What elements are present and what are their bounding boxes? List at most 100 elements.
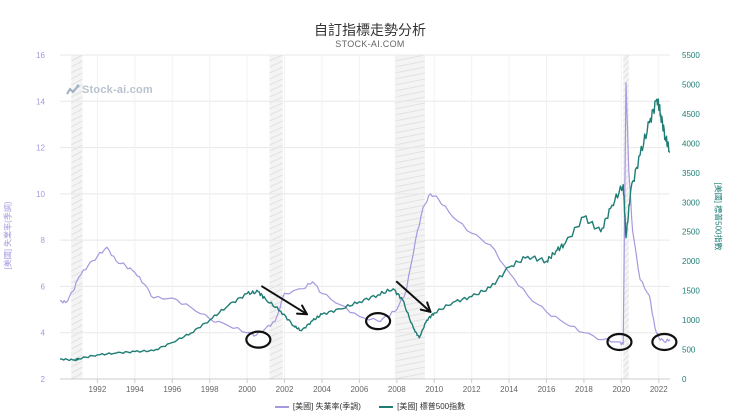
recession-band-hatch bbox=[394, 114, 425, 122]
recession-band-hatch bbox=[269, 342, 283, 350]
recession-band-hatch bbox=[269, 324, 283, 332]
recession-band-hatch bbox=[269, 54, 283, 62]
recession-band-hatch bbox=[269, 180, 283, 188]
recession-band-hatch bbox=[394, 120, 425, 128]
x-tick-label: 2012 bbox=[463, 385, 481, 394]
recession-band-hatch bbox=[70, 240, 83, 248]
recession-band-hatch bbox=[70, 168, 83, 176]
recession-band-hatch bbox=[394, 240, 425, 248]
x-tick-label: 2022 bbox=[650, 385, 668, 394]
recession-band-hatch bbox=[394, 168, 425, 176]
recession-band-hatch bbox=[70, 138, 83, 146]
recession-band-hatch bbox=[70, 306, 83, 314]
x-tick-label: 2004 bbox=[313, 385, 331, 394]
right-tick-label: 4000 bbox=[682, 139, 700, 148]
recession-band-hatch bbox=[70, 96, 83, 104]
right-tick-label: 5000 bbox=[682, 80, 700, 89]
recession-band-hatch bbox=[269, 216, 283, 224]
series-line-unemployment bbox=[59, 82, 671, 346]
recession-band-hatch bbox=[394, 180, 425, 188]
recession-band-hatch bbox=[269, 210, 283, 218]
recession-band-hatch bbox=[70, 66, 83, 74]
recession-band-hatch bbox=[622, 72, 630, 80]
recession-band-hatch bbox=[70, 276, 83, 284]
left-tick-label: 4 bbox=[41, 329, 46, 338]
recession-band-hatch bbox=[269, 366, 283, 374]
right-tick-label: 2500 bbox=[682, 228, 700, 237]
series-lines bbox=[59, 82, 671, 362]
recession-band-hatch bbox=[622, 342, 630, 350]
recession-band-hatch bbox=[269, 360, 283, 368]
recession-band-hatch bbox=[622, 354, 630, 362]
x-tick-label: 1998 bbox=[201, 385, 219, 394]
recession-band-hatch bbox=[622, 174, 630, 182]
recession-band-hatch bbox=[269, 96, 283, 104]
recession-band-hatch bbox=[269, 108, 283, 116]
recession-band-hatch bbox=[394, 60, 425, 68]
recession-band-hatch bbox=[269, 66, 283, 74]
recession-band-hatch bbox=[394, 342, 425, 350]
watermark-text: Stock-ai.com bbox=[82, 84, 153, 96]
recession-band-hatch bbox=[269, 330, 283, 338]
recession-band-hatch bbox=[394, 90, 425, 98]
left-tick-label: 6 bbox=[41, 282, 46, 291]
left-tick-label: 2 bbox=[41, 375, 46, 384]
x-tick-label: 2020 bbox=[612, 385, 630, 394]
recession-band-hatch bbox=[622, 366, 630, 374]
recession-band-hatch bbox=[394, 354, 425, 362]
recession-band-hatch bbox=[394, 78, 425, 86]
annotation-arrow bbox=[395, 280, 432, 313]
recession-band-hatch bbox=[394, 66, 425, 74]
recession-bands bbox=[70, 54, 630, 380]
chart-logo-icon bbox=[66, 84, 80, 96]
recession-band bbox=[71, 55, 83, 379]
recession-band bbox=[623, 55, 629, 379]
series-line-sp500 bbox=[59, 98, 671, 362]
recession-band-hatch bbox=[269, 102, 283, 110]
recession-band-hatch bbox=[269, 90, 283, 98]
recession-band-hatch bbox=[70, 204, 83, 212]
x-tick-label: 2008 bbox=[388, 385, 406, 394]
x-tick-label: 2014 bbox=[500, 385, 518, 394]
recession-band-hatch bbox=[70, 318, 83, 326]
left-axis-label: [美國] 失業率(季調) bbox=[3, 201, 13, 270]
recession-band-hatch bbox=[394, 204, 425, 212]
recession-band-hatch bbox=[394, 198, 425, 206]
legend-item-unemployment[interactable]: [美國] 失業率(季調) bbox=[274, 401, 361, 412]
recession-band-hatch bbox=[394, 150, 425, 158]
recession-band-hatch bbox=[70, 102, 83, 110]
recession-band-hatch bbox=[269, 276, 283, 284]
recession-band-hatch bbox=[269, 246, 283, 254]
recession-band-hatch bbox=[70, 360, 83, 368]
recession-band-hatch bbox=[394, 228, 425, 236]
x-tick-label: 2002 bbox=[276, 385, 294, 394]
recession-band-hatch bbox=[622, 318, 630, 326]
recession-band-hatch bbox=[394, 294, 425, 302]
right-tick-label: 2000 bbox=[682, 257, 700, 266]
recession-band-hatch bbox=[622, 78, 630, 86]
recession-band-hatch bbox=[70, 288, 83, 296]
recession-band-hatch bbox=[70, 336, 83, 344]
watermark-logo: Stock-ai.com bbox=[66, 84, 153, 96]
recession-band-hatch bbox=[394, 72, 425, 80]
recession-band-hatch bbox=[70, 210, 83, 218]
recession-band-hatch bbox=[269, 198, 283, 206]
recession-band-hatch bbox=[70, 180, 83, 188]
recession-band-hatch bbox=[622, 324, 630, 332]
recession-band-hatch bbox=[269, 120, 283, 128]
recession-band-hatch bbox=[70, 324, 83, 332]
recession-band-hatch bbox=[70, 60, 83, 68]
x-tick-label: 2016 bbox=[538, 385, 556, 394]
recession-band-hatch bbox=[269, 72, 283, 80]
legend-label-unemployment: [美國] 失業率(季調) bbox=[292, 402, 361, 411]
chart-legend: [美國] 失業率(季調) [美國] 標普500指數 bbox=[0, 401, 740, 412]
right-axis-ticks: 0 500 1000 1500 2000 2500 3000 3500 4000 4500 5000… bbox=[682, 51, 700, 384]
recession-band-hatch bbox=[70, 264, 83, 272]
recession-band-hatch bbox=[394, 174, 425, 182]
left-tick-label: 8 bbox=[41, 236, 46, 245]
legend-item-sp500[interactable]: [美國] 標普500指數 bbox=[379, 401, 465, 412]
recession-band-hatch bbox=[622, 336, 630, 344]
recession-band-hatch bbox=[269, 162, 283, 170]
recession-band-hatch bbox=[70, 120, 83, 128]
